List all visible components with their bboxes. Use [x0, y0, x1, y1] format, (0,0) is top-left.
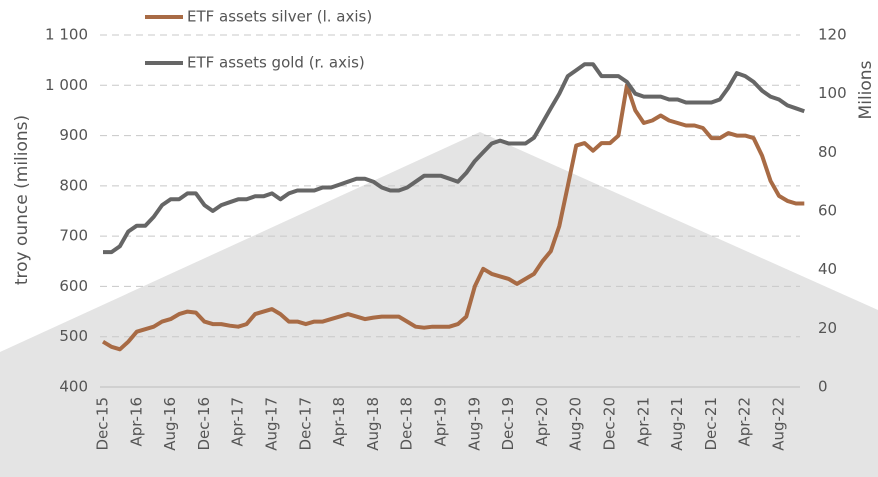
y2-tick-label: 40 — [818, 260, 837, 278]
y2-tick-label: 120 — [818, 26, 847, 44]
x-tick-label: Aug-19 — [465, 397, 483, 451]
y2-tick-label: 0 — [818, 378, 828, 396]
y-axis-label: troy ounce (milions) — [12, 115, 32, 285]
x-tick-label: Apr-20 — [533, 397, 551, 447]
x-tick-label: Dec-19 — [499, 397, 517, 451]
x-tick-label: Aug-21 — [668, 397, 686, 451]
y-tick-label: 1 100 — [45, 26, 88, 44]
y-tick-label: 800 — [59, 176, 88, 194]
x-tick-label: Apr-16 — [127, 397, 145, 447]
y2-tick-label: 20 — [818, 319, 837, 337]
y-tick-label: 900 — [59, 126, 88, 144]
series-line — [103, 62, 805, 255]
x-tick-label: Apr-18 — [330, 397, 348, 447]
x-tick-label: Apr-22 — [736, 397, 754, 447]
legend-label: ETF assets gold (r. axis) — [187, 54, 365, 72]
x-tick-label: Dec-17 — [296, 397, 314, 451]
y2-tick-label: 100 — [818, 84, 847, 102]
x-tick-label: Aug-20 — [567, 397, 585, 451]
y-tick-label: 700 — [59, 227, 88, 245]
y-tick-label: 600 — [59, 277, 88, 295]
x-tick-label: Dec-21 — [702, 397, 720, 451]
x-tick-label: Dec-16 — [195, 397, 213, 451]
series-line — [101, 83, 805, 352]
background-shape — [0, 132, 878, 477]
x-tick-label: Aug-17 — [263, 397, 281, 451]
x-tick-label: Aug-16 — [161, 397, 179, 451]
y2-tick-label: 80 — [818, 143, 837, 161]
y2-axis-label: Milions — [856, 60, 876, 119]
x-tick-label: Dec-15 — [94, 397, 112, 451]
legend-label: ETF assets silver (l. axis) — [187, 8, 372, 26]
x-tick-label: Dec-20 — [601, 397, 619, 451]
y-tick-label: 500 — [59, 327, 88, 345]
x-tick-label: Apr-21 — [634, 397, 652, 447]
x-tick-label: Dec-18 — [398, 397, 416, 451]
y-tick-label: 400 — [59, 378, 88, 396]
y2-tick-label: 60 — [818, 202, 837, 220]
y-tick-label: 1 000 — [45, 76, 88, 94]
x-tick-label: Aug-22 — [770, 397, 788, 451]
x-tick-label: Apr-17 — [229, 397, 247, 447]
x-tick-label: Aug-18 — [364, 397, 382, 451]
x-tick-label: Apr-19 — [432, 397, 450, 447]
